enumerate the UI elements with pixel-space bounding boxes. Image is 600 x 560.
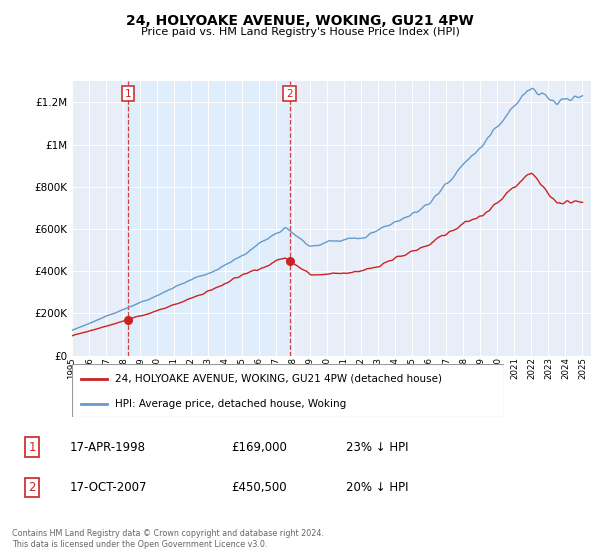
Text: 23% ↓ HPI: 23% ↓ HPI <box>346 441 409 454</box>
Text: Price paid vs. HM Land Registry's House Price Index (HPI): Price paid vs. HM Land Registry's House … <box>140 27 460 37</box>
Text: £450,500: £450,500 <box>231 481 287 494</box>
Text: £169,000: £169,000 <box>231 441 287 454</box>
Text: 2: 2 <box>28 481 36 494</box>
Text: 20% ↓ HPI: 20% ↓ HPI <box>346 481 409 494</box>
Text: 24, HOLYOAKE AVENUE, WOKING, GU21 4PW (detached house): 24, HOLYOAKE AVENUE, WOKING, GU21 4PW (d… <box>115 374 442 384</box>
Text: 17-OCT-2007: 17-OCT-2007 <box>70 481 147 494</box>
Text: 1: 1 <box>125 88 131 99</box>
Text: HPI: Average price, detached house, Woking: HPI: Average price, detached house, Woki… <box>115 399 346 409</box>
Bar <box>128 81 290 356</box>
Text: 1: 1 <box>28 441 36 454</box>
Text: 17-APR-1998: 17-APR-1998 <box>70 441 146 454</box>
Text: 24, HOLYOAKE AVENUE, WOKING, GU21 4PW: 24, HOLYOAKE AVENUE, WOKING, GU21 4PW <box>126 14 474 28</box>
Text: Contains HM Land Registry data © Crown copyright and database right 2024.
This d: Contains HM Land Registry data © Crown c… <box>12 529 324 549</box>
FancyBboxPatch shape <box>72 364 504 417</box>
Text: 2: 2 <box>286 88 293 99</box>
